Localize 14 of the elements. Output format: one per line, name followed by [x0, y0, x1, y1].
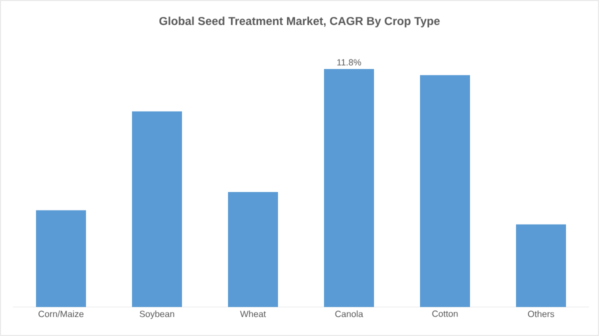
- x-tick-label: Corn/Maize: [38, 310, 84, 318]
- bar: [132, 111, 182, 307]
- x-tick-label: Cotton: [432, 310, 458, 317]
- bar: [324, 69, 374, 307]
- x-tick-label: Canola: [335, 310, 364, 318]
- x-tick-label: Wheat: [240, 310, 266, 318]
- chart-title: Global Seed Treatment Market, CAGR By Crop Type: [159, 16, 440, 28]
- x-tick-label: Soybean: [140, 310, 174, 319]
- bar: [36, 210, 86, 307]
- bar: [420, 75, 470, 307]
- x-tick-label: Others: [528, 310, 554, 318]
- bar: [516, 224, 566, 307]
- data-label: 11.8%: [337, 59, 362, 66]
- bar: [228, 192, 278, 307]
